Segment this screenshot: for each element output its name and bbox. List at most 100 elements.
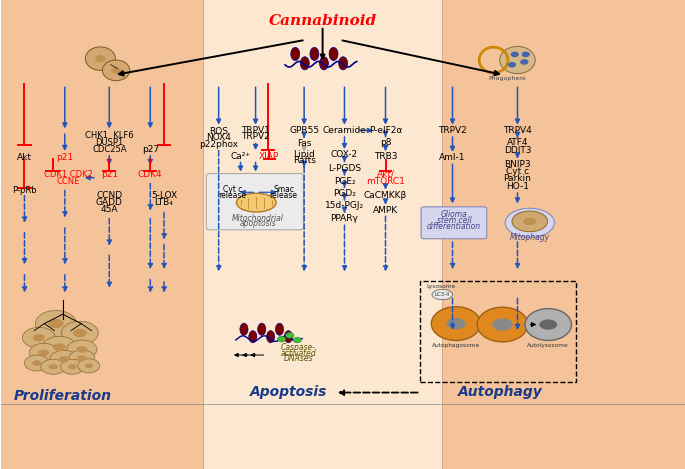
Ellipse shape bbox=[493, 318, 512, 331]
Text: Fas: Fas bbox=[297, 139, 311, 148]
Ellipse shape bbox=[523, 218, 536, 225]
Ellipse shape bbox=[512, 211, 547, 232]
Text: p8: p8 bbox=[379, 138, 391, 147]
Ellipse shape bbox=[338, 57, 347, 70]
Ellipse shape bbox=[284, 331, 292, 343]
Text: Apoptosis: Apoptosis bbox=[250, 385, 327, 399]
Text: HO-1: HO-1 bbox=[506, 182, 529, 191]
Text: Glioma: Glioma bbox=[440, 210, 467, 219]
Ellipse shape bbox=[48, 319, 64, 328]
Text: Smac: Smac bbox=[273, 185, 294, 195]
Ellipse shape bbox=[477, 307, 527, 342]
Text: Autophagosome: Autophagosome bbox=[432, 343, 480, 348]
Text: Ceramide: Ceramide bbox=[323, 126, 366, 135]
Text: TRB3: TRB3 bbox=[374, 152, 397, 161]
Ellipse shape bbox=[69, 350, 95, 367]
Text: ROS: ROS bbox=[209, 127, 228, 136]
Ellipse shape bbox=[319, 57, 328, 70]
Text: PGE₂: PGE₂ bbox=[334, 176, 356, 186]
Text: 15d-PGJ₂: 15d-PGJ₂ bbox=[325, 201, 364, 210]
Text: CCNE: CCNE bbox=[57, 176, 80, 186]
Text: Parkin: Parkin bbox=[503, 174, 532, 183]
Text: COX-2: COX-2 bbox=[331, 150, 358, 159]
Text: Cyt c: Cyt c bbox=[223, 185, 242, 195]
Text: XIAP: XIAP bbox=[259, 151, 279, 161]
Text: Rafts: Rafts bbox=[292, 156, 316, 166]
Ellipse shape bbox=[73, 329, 87, 337]
Ellipse shape bbox=[525, 309, 571, 340]
Text: Cyt c: Cyt c bbox=[506, 166, 529, 176]
Text: differentiation: differentiation bbox=[427, 222, 481, 231]
Text: p21: p21 bbox=[101, 170, 118, 179]
Text: p21: p21 bbox=[56, 152, 73, 162]
Ellipse shape bbox=[85, 363, 93, 368]
Text: P-eIF2α: P-eIF2α bbox=[369, 126, 402, 135]
Ellipse shape bbox=[23, 327, 55, 348]
Text: Mitochondrial: Mitochondrial bbox=[232, 213, 284, 223]
Ellipse shape bbox=[76, 346, 88, 353]
Text: LC3-II: LC3-II bbox=[434, 292, 450, 297]
Circle shape bbox=[293, 337, 301, 343]
Ellipse shape bbox=[329, 47, 338, 61]
Text: Cannabinoid: Cannabinoid bbox=[269, 14, 377, 28]
Text: PGD₂: PGD₂ bbox=[333, 189, 356, 198]
Ellipse shape bbox=[505, 208, 554, 237]
Text: GPR55: GPR55 bbox=[289, 126, 319, 135]
Ellipse shape bbox=[432, 289, 453, 300]
Ellipse shape bbox=[36, 310, 77, 337]
Ellipse shape bbox=[447, 318, 466, 329]
Circle shape bbox=[521, 52, 530, 57]
Ellipse shape bbox=[29, 343, 58, 362]
Text: TRPV2: TRPV2 bbox=[241, 132, 270, 142]
Text: Lipid: Lipid bbox=[293, 150, 315, 159]
Text: mTORC1: mTORC1 bbox=[366, 176, 405, 186]
Ellipse shape bbox=[42, 336, 77, 358]
Ellipse shape bbox=[86, 47, 115, 70]
Text: 45A: 45A bbox=[101, 205, 118, 214]
Text: DDIT3: DDIT3 bbox=[503, 145, 532, 155]
Text: AMPK: AMPK bbox=[373, 205, 398, 215]
Ellipse shape bbox=[249, 331, 257, 343]
Text: DNAses: DNAses bbox=[284, 354, 314, 363]
Ellipse shape bbox=[95, 55, 105, 62]
Ellipse shape bbox=[275, 323, 284, 335]
Text: CCND: CCND bbox=[96, 191, 123, 200]
Text: CDC25A: CDC25A bbox=[92, 144, 127, 154]
FancyBboxPatch shape bbox=[206, 174, 303, 230]
Ellipse shape bbox=[236, 193, 276, 212]
Text: LTB₄: LTB₄ bbox=[155, 198, 173, 207]
Ellipse shape bbox=[68, 364, 77, 370]
Ellipse shape bbox=[258, 323, 266, 335]
Ellipse shape bbox=[291, 47, 300, 61]
Text: Phagophere: Phagophere bbox=[488, 76, 526, 81]
Text: PPARγ: PPARγ bbox=[331, 214, 358, 223]
Text: apoptosis: apoptosis bbox=[239, 219, 276, 228]
Text: NOX4: NOX4 bbox=[206, 133, 231, 143]
Ellipse shape bbox=[539, 319, 557, 330]
Text: Autolysosome: Autolysosome bbox=[527, 343, 569, 348]
Text: DUSP1: DUSP1 bbox=[95, 137, 123, 147]
Text: release: release bbox=[270, 191, 297, 200]
Text: Aml-1: Aml-1 bbox=[439, 153, 466, 162]
Ellipse shape bbox=[111, 67, 121, 74]
Ellipse shape bbox=[240, 323, 248, 335]
Text: TRPV2: TRPV2 bbox=[438, 126, 467, 135]
Text: Caspase-: Caspase- bbox=[281, 343, 316, 353]
Text: CaCMKKβ: CaCMKKβ bbox=[364, 191, 407, 200]
Text: Akt/: Akt/ bbox=[377, 170, 395, 179]
Ellipse shape bbox=[67, 340, 97, 359]
Text: activated: activated bbox=[281, 348, 316, 358]
Ellipse shape bbox=[266, 331, 275, 343]
Text: Autophagy: Autophagy bbox=[458, 385, 543, 399]
Text: p22phox: p22phox bbox=[199, 140, 238, 149]
Bar bbox=[203, 0, 443, 469]
Text: Mitophagy: Mitophagy bbox=[510, 233, 550, 242]
Text: P-pRb: P-pRb bbox=[12, 186, 37, 195]
Ellipse shape bbox=[59, 356, 69, 363]
Ellipse shape bbox=[103, 60, 129, 81]
Ellipse shape bbox=[32, 360, 41, 366]
Text: stem cell: stem cell bbox=[436, 216, 471, 225]
Circle shape bbox=[510, 52, 519, 57]
Text: release: release bbox=[219, 191, 247, 200]
Ellipse shape bbox=[61, 359, 84, 374]
